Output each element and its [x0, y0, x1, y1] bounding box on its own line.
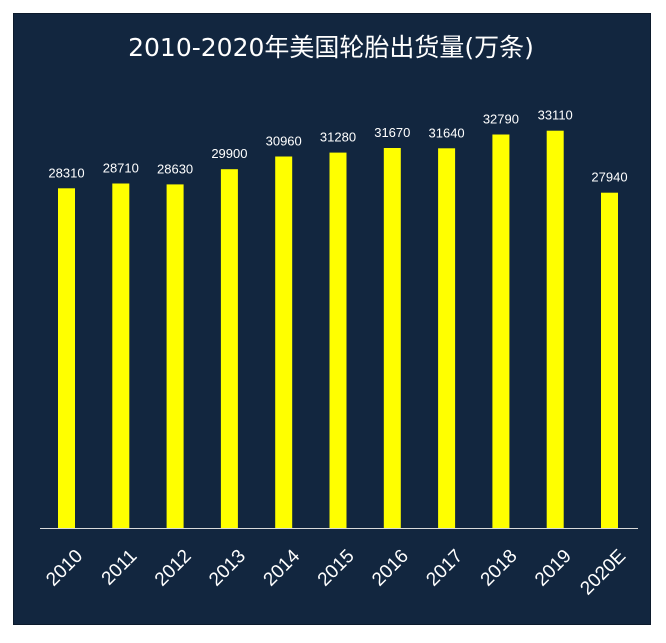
data-label-2018: 32790	[483, 112, 519, 127]
x-tick-label-2012: 2012	[151, 546, 196, 591]
x-tick-label-2015: 2015	[314, 546, 359, 591]
bar-2020E	[601, 192, 618, 528]
x-tick-label-2013: 2013	[205, 546, 250, 591]
data-label-2019: 33110	[538, 108, 573, 123]
data-label-2013: 29900	[211, 146, 247, 161]
data-label-2017: 31640	[429, 125, 465, 140]
bar-2013	[220, 169, 238, 528]
data-label-2011: 28710	[103, 161, 139, 176]
data-label-2012: 28630	[157, 161, 193, 176]
bar-2016	[383, 148, 401, 528]
x-tick-labels-group: 2010 2011 2012 2013 2014 2015 2016 2017 2018 2019…	[42, 545, 630, 599]
x-tick-label-2016: 2016	[368, 546, 413, 591]
x-tick-label-2014: 2014	[260, 545, 305, 590]
bar-2014	[275, 156, 293, 528]
data-label-2020E: 27940	[591, 170, 627, 185]
chart-title: 2010-2020年美国轮胎出货量(万条)	[128, 33, 534, 62]
x-tick-label-2017: 2017	[422, 546, 467, 591]
x-tick-label-2010: 2010	[42, 546, 87, 591]
bars-group	[58, 130, 618, 529]
bar-2018	[492, 134, 510, 528]
bar-2012	[166, 184, 184, 528]
data-label-2010: 28310	[48, 165, 84, 180]
bar-2011	[112, 183, 130, 528]
data-label-2015: 31280	[320, 130, 356, 145]
data-label-2014: 30960	[266, 134, 302, 149]
x-tick-label-2019: 2019	[531, 546, 576, 591]
bar-2010	[58, 188, 75, 529]
bar-2015	[329, 152, 347, 528]
x-tick-label-2018: 2018	[477, 546, 522, 591]
data-labels-group: 28310 28710 28630 29900 30960 31280 31670 31640…	[48, 108, 627, 185]
x-tick-label-2011: 2011	[98, 546, 142, 590]
x-tick-label-2020E: 2020E	[576, 546, 630, 600]
bar-2017	[438, 148, 456, 529]
data-label-2016: 31670	[374, 125, 410, 140]
bar-2019	[546, 130, 564, 528]
